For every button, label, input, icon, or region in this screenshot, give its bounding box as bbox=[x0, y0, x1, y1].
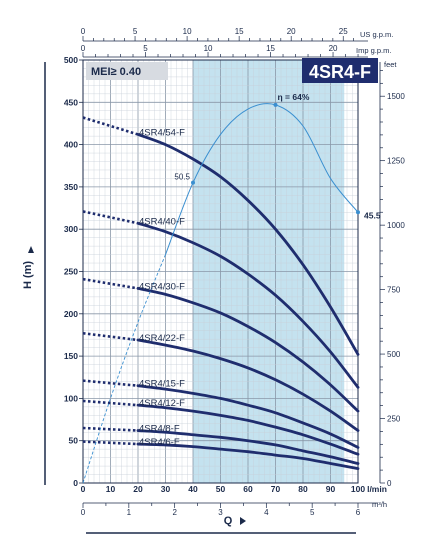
mei-badge bbox=[86, 62, 168, 80]
m3h-tick-label: 3 bbox=[218, 508, 223, 517]
imp-gpm-tick-label: 15 bbox=[266, 44, 275, 53]
feet-tick-label: 750 bbox=[387, 286, 401, 295]
pump-curve-5 bbox=[136, 384, 360, 449]
pump-curve-dashed-2 bbox=[82, 210, 139, 225]
y-tick-label: 150 bbox=[64, 351, 78, 361]
us-gpm-tick-label: 0 bbox=[81, 27, 86, 36]
x-tick-label: 40 bbox=[188, 484, 198, 494]
x-tick-label: 100 bbox=[351, 484, 365, 494]
us-gpm-tick-label: 10 bbox=[183, 27, 192, 36]
y-tick-label: 250 bbox=[64, 267, 78, 277]
y-tick-label: 350 bbox=[64, 182, 78, 192]
imp-gpm-tick-label: 0 bbox=[81, 44, 86, 53]
x-tick-label: 50 bbox=[216, 484, 226, 494]
pump-curve-6 bbox=[136, 403, 360, 456]
curve-label-3: 4SR4/30-F bbox=[139, 281, 185, 292]
x-tick-label: 20 bbox=[133, 484, 143, 494]
feet-tick-label: 1250 bbox=[387, 157, 405, 166]
y-tick-label: 0 bbox=[73, 478, 78, 488]
pump-curve-8 bbox=[136, 442, 360, 471]
x-tick-label: 10 bbox=[106, 484, 116, 494]
x-unit-m3h: m³/h bbox=[372, 500, 387, 509]
curve-label-8: 4SR4/6-F bbox=[139, 437, 180, 448]
curve-label-7: 4SR4/8-F bbox=[139, 424, 180, 435]
pump-curve-3 bbox=[136, 287, 360, 413]
m3h-tick-label: 5 bbox=[310, 508, 315, 517]
x-axis-arrow-icon bbox=[240, 517, 246, 525]
feet-tick-label: 500 bbox=[387, 350, 401, 359]
m3h-tick-label: 1 bbox=[127, 508, 132, 517]
efficiency-peak-label: η = 64% bbox=[278, 92, 310, 102]
efficiency-point-left bbox=[191, 180, 195, 185]
m3h-tick-label: 2 bbox=[172, 508, 177, 517]
x-unit-lmin: l/min bbox=[367, 484, 387, 494]
pump-curve-2 bbox=[136, 221, 360, 389]
pump-curve-7 bbox=[136, 429, 360, 465]
efficiency-right-label: 45.5 bbox=[364, 210, 381, 220]
model-badge bbox=[302, 58, 378, 83]
feet-tick-label: 0 bbox=[387, 479, 392, 488]
x-tick-label: 80 bbox=[298, 484, 308, 494]
y-tick-label: 400 bbox=[64, 140, 78, 150]
top-unit-imp: Imp g.p.m. bbox=[356, 46, 391, 55]
y-tick-label: 500 bbox=[64, 55, 78, 65]
x-axis-title: Q bbox=[224, 515, 233, 527]
imp-gpm-tick-label: 10 bbox=[204, 44, 213, 53]
x-tick-label: 0 bbox=[81, 484, 86, 494]
mei-label: MEI≥ 0.40 bbox=[91, 66, 141, 78]
pump-curve-1 bbox=[136, 133, 360, 356]
y-tick-label: 300 bbox=[64, 224, 78, 234]
model-title: 4SR4-F bbox=[309, 62, 371, 82]
imp-gpm-tick-label: 5 bbox=[143, 44, 148, 53]
pump-curve-dashed-6 bbox=[82, 399, 139, 407]
feet-tick-label: 1000 bbox=[387, 221, 405, 230]
m3h-tick-label: 6 bbox=[356, 508, 361, 517]
us-gpm-tick-label: 25 bbox=[339, 27, 348, 36]
pump-curve-dashed-8 bbox=[82, 440, 139, 446]
m3h-tick-label: 0 bbox=[81, 508, 86, 517]
us-gpm-tick-label: 5 bbox=[133, 27, 138, 36]
curve-label-4: 4SR4/22-F bbox=[139, 333, 185, 344]
y-tick-label: 50 bbox=[69, 436, 79, 446]
x-tick-label: 90 bbox=[326, 484, 336, 494]
efficiency-point-right bbox=[356, 210, 360, 215]
curve-label-1: 4SR4/54-F bbox=[139, 127, 185, 138]
pump-curve-4 bbox=[136, 338, 360, 432]
pump-curve-dashed-5 bbox=[82, 379, 139, 388]
x-tick-label: 60 bbox=[243, 484, 253, 494]
curve-label-6: 4SR4/12-F bbox=[139, 398, 185, 409]
us-gpm-tick-label: 15 bbox=[235, 27, 244, 36]
imp-gpm-tick-label: 20 bbox=[329, 44, 338, 53]
right-unit-feet: feet bbox=[384, 60, 397, 69]
efficiency-peak-point bbox=[273, 102, 278, 107]
curve-label-5: 4SR4/15-F bbox=[139, 379, 185, 390]
feet-tick-label: 250 bbox=[387, 415, 401, 424]
top-unit-us: US g.p.m. bbox=[360, 30, 393, 39]
x-tick-label: 30 bbox=[161, 484, 171, 494]
m3h-tick-label: 4 bbox=[264, 508, 269, 517]
pump-curve-dashed-7 bbox=[82, 426, 139, 432]
us-gpm-tick-label: 20 bbox=[287, 27, 296, 36]
y-tick-label: 100 bbox=[64, 393, 78, 403]
y-tick-label: 200 bbox=[64, 309, 78, 319]
curve-label-2: 4SR4/40-F bbox=[139, 216, 185, 227]
y-axis-arrow-icon bbox=[28, 246, 34, 253]
feet-tick-label: 1500 bbox=[387, 92, 405, 101]
y-axis-title: H (m) bbox=[22, 261, 34, 289]
x-tick-label: 70 bbox=[271, 484, 281, 494]
pump-curve-dashed-3 bbox=[82, 277, 139, 290]
pump-curve-dashed-4 bbox=[82, 331, 139, 342]
y-tick-label: 450 bbox=[64, 97, 78, 107]
efficiency-left-label: 50.5 bbox=[174, 173, 190, 182]
efficiency-curve-dashed bbox=[82, 254, 166, 484]
